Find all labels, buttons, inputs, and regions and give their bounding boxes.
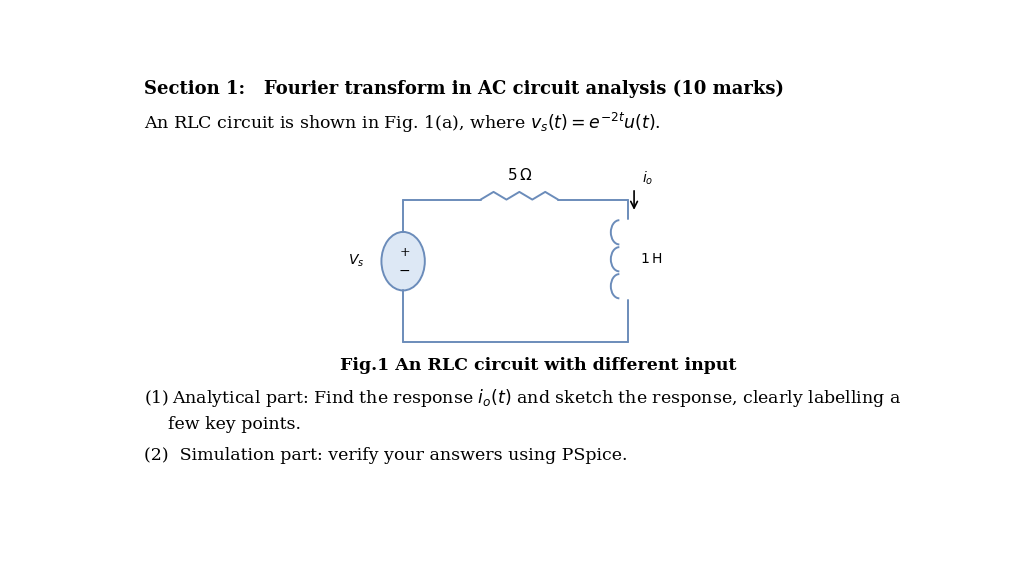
Text: few key points.: few key points. bbox=[168, 416, 301, 433]
Text: $1\,\mathrm{H}$: $1\,\mathrm{H}$ bbox=[640, 252, 662, 266]
Text: An RLC circuit is shown in Fig. 1(a), where $v_s(t) = e^{-2t}u(t)$.: An RLC circuit is shown in Fig. 1(a), wh… bbox=[143, 111, 660, 135]
Text: Fig.1 An RLC circuit with different input: Fig.1 An RLC circuit with different inpu… bbox=[341, 358, 737, 375]
Text: $5\,\Omega$: $5\,\Omega$ bbox=[507, 166, 532, 183]
Text: (2)  Simulation part: verify your answers using PSpice.: (2) Simulation part: verify your answers… bbox=[143, 447, 627, 464]
Text: (1) Analytical part: Find the response $i_o(t)$ and sketch the response, clearly: (1) Analytical part: Find the response $… bbox=[143, 387, 901, 409]
Ellipse shape bbox=[381, 232, 425, 290]
Text: $V_s$: $V_s$ bbox=[348, 253, 365, 269]
Text: $i_o$: $i_o$ bbox=[642, 169, 653, 187]
Text: +: + bbox=[399, 246, 410, 259]
Text: Section 1:   Fourier transform in AC circuit analysis (10 marks): Section 1: Fourier transform in AC circu… bbox=[143, 80, 783, 98]
Text: −: − bbox=[399, 263, 411, 277]
